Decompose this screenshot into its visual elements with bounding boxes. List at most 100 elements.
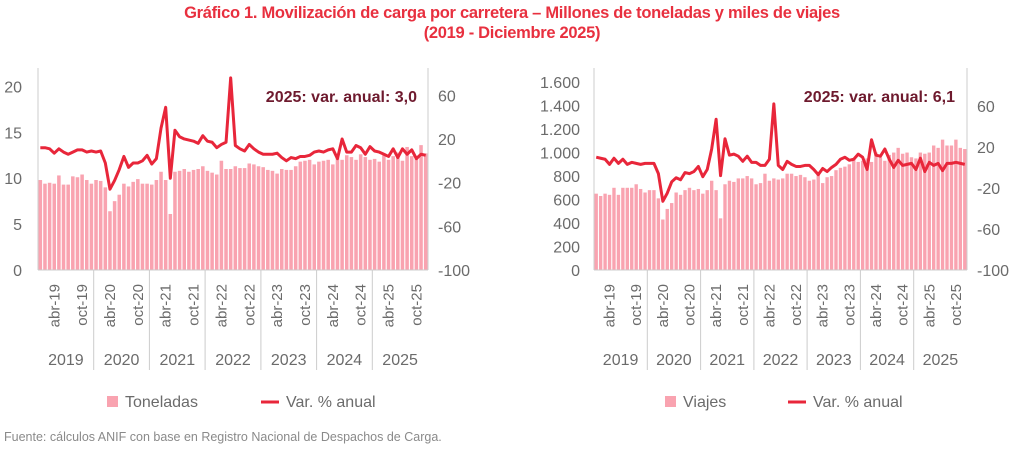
bar-47 — [798, 174, 803, 270]
bar-31 — [727, 180, 732, 270]
y-right-tick-label: 60 — [438, 88, 456, 105]
x-year-label: 2019 — [48, 352, 84, 369]
legend-bar-swatch — [665, 396, 676, 407]
viajes-bars — [594, 139, 967, 270]
x-year-label: 2022 — [215, 352, 251, 369]
bar-80 — [405, 146, 409, 270]
x-month-label: oct-25 — [948, 284, 965, 326]
bar-34 — [741, 178, 745, 270]
bar-17 — [665, 208, 669, 270]
bar-7 — [66, 184, 70, 270]
bar-55 — [289, 169, 293, 270]
bar-1 — [594, 193, 598, 270]
toneladas-annotation: 2025: var. anual: 3,0 — [266, 89, 417, 106]
bar-13 — [94, 180, 98, 270]
bar-82 — [954, 139, 958, 270]
x-year-label: 2021 — [709, 352, 745, 369]
bar-41 — [224, 169, 228, 270]
bar-73 — [914, 158, 918, 270]
x-month-label: abr-22 — [761, 284, 778, 327]
x-month-label: oct-22 — [788, 284, 805, 326]
bar-49 — [807, 180, 812, 270]
bar-33 — [736, 178, 740, 270]
viajes-right-axis: -100 -60 -20 20 60 — [977, 99, 1009, 280]
legend-var-label: Var. % anual — [286, 394, 376, 411]
source-note: Fuente: cálculos ANIF con base en Regist… — [4, 430, 442, 444]
bar-19 — [674, 192, 678, 270]
bar-8 — [625, 187, 629, 270]
bar-18 — [670, 203, 674, 270]
bar-24 — [696, 188, 701, 270]
bar-2 — [43, 183, 47, 270]
bar-55 — [834, 170, 838, 270]
bar-22 — [687, 187, 692, 270]
x-month-label: abr-21 — [158, 284, 175, 327]
bar-43 — [233, 166, 238, 270]
bar-51 — [270, 170, 275, 270]
bar-74 — [377, 161, 382, 270]
bar-20 — [678, 194, 683, 270]
bar-12 — [89, 183, 94, 270]
bar-35 — [196, 169, 200, 270]
x-year-label: 2023 — [271, 352, 307, 369]
bar-44 — [785, 173, 789, 270]
bar-16 — [108, 211, 112, 270]
y-left-tick-label: 5 — [13, 217, 22, 234]
y-left-tick-label: 1.600 — [540, 75, 580, 92]
x-month-label: abr-24 — [868, 284, 885, 327]
x-year-label: 2023 — [816, 352, 852, 369]
x-year-label: 2019 — [603, 352, 639, 369]
bar-68 — [349, 157, 354, 270]
bar-83 — [958, 147, 963, 270]
bar-15 — [103, 187, 108, 270]
bar-29 — [718, 218, 723, 270]
bar-18 — [117, 194, 122, 270]
bar-48 — [256, 166, 261, 270]
y-right-tick-label: 20 — [438, 132, 456, 149]
bar-57 — [843, 166, 847, 270]
bar-54 — [284, 169, 289, 270]
x-month-label: abr-19 — [602, 284, 619, 327]
bar-43 — [781, 178, 785, 270]
x-month-label: oct-19 — [74, 284, 91, 326]
x-month-label: abr-25 — [921, 284, 938, 327]
toneladas-bars — [38, 145, 428, 270]
bar-45 — [789, 173, 794, 270]
bar-72 — [909, 157, 914, 270]
legend-var-label: Var. % anual — [813, 394, 903, 411]
bar-56 — [293, 166, 298, 270]
x-month-label: abr-19 — [46, 284, 63, 327]
bar-44 — [238, 168, 242, 270]
bar-75 — [382, 155, 386, 270]
bar-50 — [812, 179, 816, 270]
bar-79 — [940, 139, 945, 270]
x-month-label: oct-24 — [895, 284, 912, 326]
bar-3 — [47, 182, 52, 270]
y-right-tick-label: -20 — [438, 176, 461, 193]
bar-60 — [312, 164, 317, 270]
legend-viajes-label: Viajes — [683, 394, 726, 411]
x-month-label: abr-23 — [269, 284, 286, 327]
bar-71 — [363, 157, 368, 270]
bar-41 — [772, 178, 776, 270]
bar-38 — [210, 172, 214, 270]
toneladas-x-axis: abr-19 oct-19 abr-20 oct-20 abr-21 oct-21 abr-… — [46, 270, 425, 370]
bar-66 — [883, 160, 887, 270]
viajes-chart: 0 200 400 600 800 1.000 1.200 1.400 1.600 -100 -6… — [540, 68, 1009, 411]
y-left-tick-label: 20 — [4, 79, 22, 96]
bar-46 — [247, 163, 252, 270]
y-left-tick-label: 800 — [553, 169, 580, 186]
bar-14 — [98, 180, 103, 270]
bar-23 — [140, 183, 145, 270]
toneladas-right-axis: -100 -60 -20 20 60 — [438, 88, 470, 280]
bar-12 — [643, 192, 647, 270]
bar-7 — [621, 187, 625, 270]
bar-31 — [177, 170, 182, 270]
bar-60 — [856, 161, 860, 270]
viajes-var-line — [595, 102, 966, 203]
x-year-label: 2022 — [763, 352, 799, 369]
toneladas-var-line — [40, 76, 427, 191]
y-left-tick-label: 600 — [553, 193, 580, 210]
bar-34 — [191, 169, 196, 270]
bar-59 — [307, 159, 312, 270]
